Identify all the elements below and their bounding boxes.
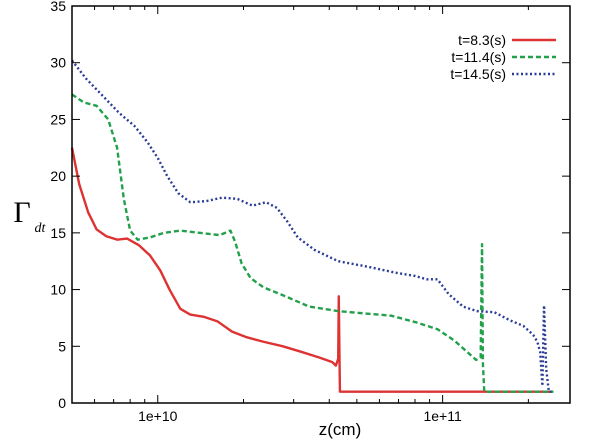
x-tick-label: 1e+10 xyxy=(138,408,178,424)
y-tick-label: 30 xyxy=(50,55,66,71)
x-axis-label: z(cm) xyxy=(319,420,361,439)
y-axis-label: Γ dt xyxy=(13,196,46,236)
legend-label-3: t=14.5(s) xyxy=(450,66,506,82)
y-tick-label: 15 xyxy=(50,225,66,241)
y-tick-label: 0 xyxy=(58,395,66,411)
series-line-1 xyxy=(70,147,551,393)
x-tick-label: 1e+11 xyxy=(423,408,461,424)
plot-frame xyxy=(71,5,571,404)
series-line-3 xyxy=(71,59,554,393)
plot-lines xyxy=(70,59,554,393)
axis-tick-labels: 0 5 10 15 20 25 30 35 1e+10 1e+11 xyxy=(50,0,462,424)
axis-ticks xyxy=(71,5,570,404)
y-tick-label: 20 xyxy=(50,168,66,184)
y-tick-label: 10 xyxy=(50,282,66,298)
legend-label-2: t=11.4(s) xyxy=(451,49,506,65)
legend: t=8.3(s)t=11.4(s)t=14.5(s) xyxy=(450,32,556,82)
y-axis-label-symbol: Γ xyxy=(13,196,30,229)
legend-label-1: t=8.3(s) xyxy=(458,32,506,48)
y-tick-label: 25 xyxy=(50,111,66,127)
series-line-2 xyxy=(71,93,554,393)
y-axis-label-subscript: dt xyxy=(35,221,47,236)
y-tick-label: 35 xyxy=(50,0,66,14)
y-tick-label: 5 xyxy=(58,338,66,354)
